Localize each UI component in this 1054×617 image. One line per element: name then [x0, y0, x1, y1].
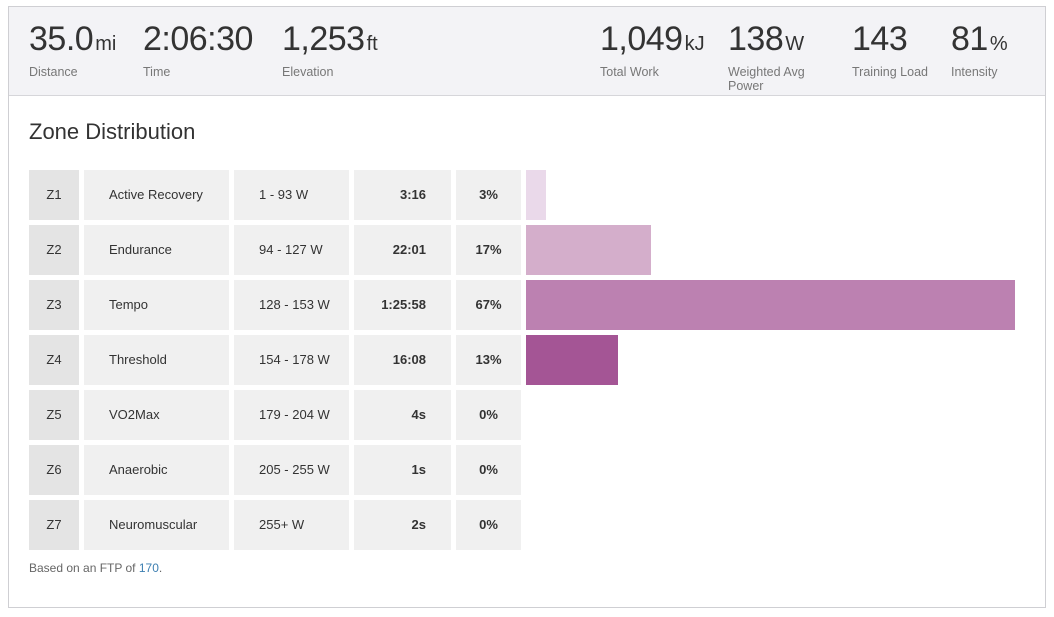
zone-label: Z2: [29, 225, 79, 275]
zone-power-range: 1 - 93 W: [234, 170, 349, 220]
zone-label: Z1: [29, 170, 79, 220]
stat-label: Training Load: [852, 65, 928, 79]
ftp-link[interactable]: 170: [138, 561, 159, 575]
zone-power-range: 255+ W: [234, 500, 349, 550]
stat-training-load: 143 Training Load: [852, 20, 928, 79]
zone-power-range: 128 - 153 W: [234, 280, 349, 330]
stat-label: Elevation: [282, 65, 334, 79]
zone-bar: [526, 335, 618, 385]
stat-label: Time: [143, 65, 171, 79]
stat-label: Weighted Avg Power: [728, 65, 805, 93]
stat-label: Distance: [29, 65, 78, 79]
zone-name: Tempo: [84, 280, 229, 330]
stat-value: 81: [951, 20, 988, 58]
zone-label: Z5: [29, 390, 79, 440]
stat-label: Total Work: [600, 65, 659, 79]
stat-value: 2:06:30: [143, 20, 253, 58]
zone-percent: 0%: [456, 390, 521, 440]
zone-row: Z1 Active Recovery 1 - 93 W 3:16 3%: [29, 170, 1029, 220]
zone-row: Z6 Anaerobic 205 - 255 W 1s 0%: [29, 445, 1029, 495]
zone-name: Anaerobic: [84, 445, 229, 495]
zone-percent: 3%: [456, 170, 521, 220]
zone-time: 22:01: [354, 225, 451, 275]
zone-time: 1s: [354, 445, 451, 495]
zone-label: Z3: [29, 280, 79, 330]
stat-elevation: 1,253 ft Elevation: [282, 20, 378, 79]
zone-name: Endurance: [84, 225, 229, 275]
zone-label: Z7: [29, 500, 79, 550]
zone-bar: [526, 280, 1015, 330]
zone-row: Z3 Tempo 128 - 153 W 1:25:58 67%: [29, 280, 1029, 330]
zone-row: Z7 Neuromuscular 255+ W 2s 0%: [29, 500, 1029, 550]
stat-value: 35.0: [29, 20, 94, 58]
stat-unit: %: [989, 33, 1008, 55]
zone-time: 16:08: [354, 335, 451, 385]
stat-unit: mi: [95, 33, 117, 55]
zone-distribution-title: Zone Distribution: [29, 119, 196, 144]
zone-name: Active Recovery: [84, 170, 229, 220]
zone-bar: [526, 170, 546, 220]
stat-label: Intensity: [951, 65, 998, 79]
stat-value: 138: [728, 20, 784, 58]
stat-value: 1,049: [600, 20, 683, 58]
zone-bar: [526, 225, 651, 275]
stat-unit: kJ: [684, 33, 705, 55]
zone-percent: 13%: [456, 335, 521, 385]
stat-weighted-avg-power: 138 W Weighted Avg Power: [728, 20, 828, 93]
ftp-footnote: Based on an FTP of 170.: [29, 561, 162, 575]
stat-distance: 35.0 mi Distance: [29, 20, 116, 79]
stat-value: 1,253: [282, 20, 365, 58]
stat-time: 2:06:30 Time: [143, 20, 255, 79]
zone-time: 1:25:58: [354, 280, 451, 330]
zone-time: 3:16: [354, 170, 451, 220]
zone-percent: 0%: [456, 500, 521, 550]
zone-power-range: 94 - 127 W: [234, 225, 349, 275]
zone-name: VO2Max: [84, 390, 229, 440]
zone-time: 4s: [354, 390, 451, 440]
zone-row: Z2 Endurance 94 - 127 W 22:01 17%: [29, 225, 1029, 275]
zone-row: Z5 VO2Max 179 - 204 W 4s 0%: [29, 390, 1029, 440]
footnote-period: .: [158, 561, 163, 575]
stat-intensity: 81% Intensity: [951, 20, 1008, 79]
zone-power-range: 205 - 255 W: [234, 445, 349, 495]
zone-percent: 67%: [456, 280, 521, 330]
stat-total-work: 1,049 kJ Total Work: [600, 20, 705, 79]
zone-label: Z4: [29, 335, 79, 385]
zone-time: 2s: [354, 500, 451, 550]
zone-power-range: 154 - 178 W: [234, 335, 349, 385]
stat-unit: ft: [366, 33, 378, 55]
zone-row: Z4 Threshold 154 - 178 W 16:08 13%: [29, 335, 1029, 385]
zone-power-range: 179 - 204 W: [234, 390, 349, 440]
zone-label: Z6: [29, 445, 79, 495]
zone-name: Neuromuscular: [84, 500, 229, 550]
zone-percent: 17%: [456, 225, 521, 275]
ride-summary-card: 35.0 mi Distance 2:06:30 Time 1,253 ft Ele…: [8, 6, 1046, 608]
zone-percent: 0%: [456, 445, 521, 495]
stat-unit: W: [785, 33, 805, 55]
zone-name: Threshold: [84, 335, 229, 385]
footnote-text: Based on an FTP of: [29, 561, 139, 575]
stats-header: 35.0 mi Distance 2:06:30 Time 1,253 ft Ele…: [9, 7, 1045, 96]
stat-value: 143: [852, 20, 908, 58]
